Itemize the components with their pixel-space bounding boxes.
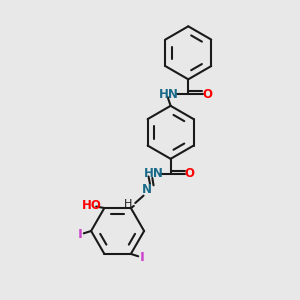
Text: HO: HO bbox=[82, 199, 102, 212]
Text: HN: HN bbox=[144, 167, 164, 180]
Text: I: I bbox=[77, 228, 83, 241]
Text: N: N bbox=[142, 183, 152, 196]
Text: I: I bbox=[140, 251, 145, 264]
Text: HN: HN bbox=[159, 88, 178, 100]
Text: O: O bbox=[202, 88, 212, 100]
Text: O: O bbox=[185, 167, 195, 180]
Text: H: H bbox=[124, 200, 132, 209]
